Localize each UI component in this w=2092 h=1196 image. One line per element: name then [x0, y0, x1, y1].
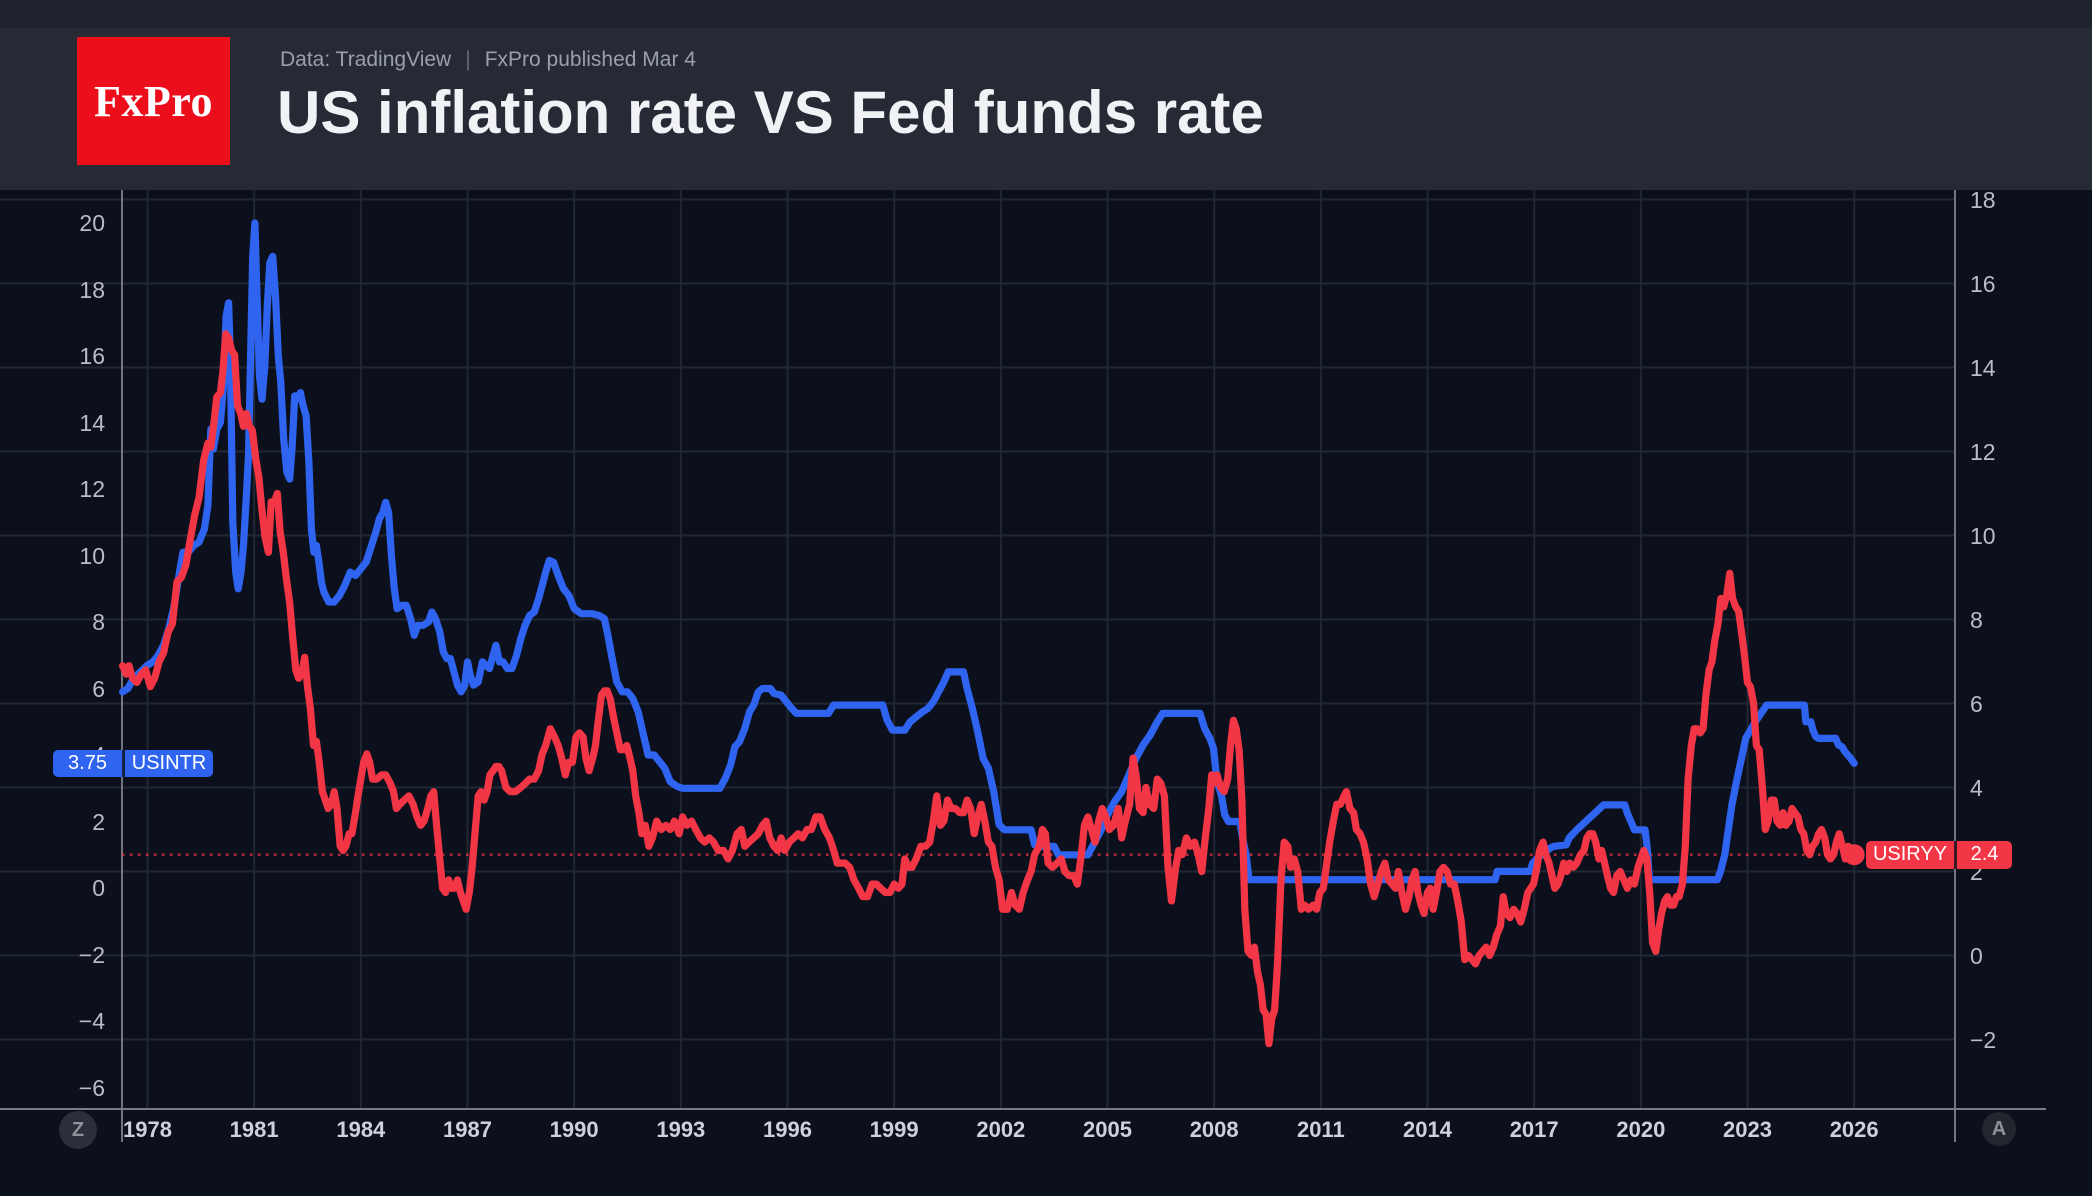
right-axis-tick-4: 4: [1970, 774, 1983, 801]
left-axis-tick-2: 2: [92, 808, 105, 835]
right-axis-tick-8: 8: [1970, 606, 1983, 633]
fxpro-logo[interactable]: FxPro: [77, 37, 230, 165]
x-axis-tick-1981: 1981: [229, 1117, 279, 1142]
usiryy-price-value: 2.4: [1970, 843, 1999, 866]
publisher-avatar-badge[interactable]: Z: [59, 1111, 97, 1149]
x-axis-tick-1990: 1990: [549, 1117, 599, 1142]
left-axis-tick-20: 20: [79, 210, 105, 236]
fxpro-logo-text: FxPro: [94, 76, 213, 126]
left-axis-tick-10: 10: [79, 542, 105, 569]
left-axis-tick-12: 12: [79, 476, 105, 502]
usiryy-last-price-marker: [1843, 844, 1865, 866]
x-axis-tick-1978: 1978: [123, 1117, 172, 1142]
x-axis-tick-2005: 2005: [1083, 1117, 1132, 1142]
x-axis-tick-1996: 1996: [763, 1117, 812, 1142]
right-axis-tick--2: −2: [1970, 1026, 1997, 1053]
left-axis-tick--2: −2: [78, 941, 105, 968]
chart-source-line: Data: TradingView | FxPro published Mar 4: [280, 48, 696, 72]
x-axis-tick-2002: 2002: [976, 1117, 1026, 1142]
x-axis-tick-1999: 1999: [869, 1117, 919, 1142]
usintr-tag-divider: [122, 749, 125, 777]
x-axis-tick-2008: 2008: [1189, 1117, 1239, 1142]
right-axis-tick-6: 6: [1970, 690, 1983, 717]
right-axis-tick-14: 14: [1970, 354, 1996, 381]
x-axis-tick-1993: 1993: [656, 1117, 706, 1142]
usiryy-price-tag[interactable]: USIRYY 2.4: [1866, 840, 2012, 869]
data-source-text: Data: TradingView: [280, 48, 452, 71]
x-axis-tick-2026: 2026: [1829, 1117, 1879, 1142]
usintr-price-tag[interactable]: 3.75 USINTR: [53, 749, 213, 777]
page-title: US inflation rate VS Fed funds rate: [277, 79, 1264, 146]
x-axis-tick-2023: 2023: [1723, 1117, 1772, 1142]
auto-scale-badge[interactable]: A: [1982, 1112, 2016, 1146]
x-axis-tick-2014: 2014: [1403, 1117, 1452, 1142]
left-axis-tick--6: −6: [78, 1074, 105, 1101]
usintr-line[interactable]: [118, 219, 1858, 884]
usintr-series-name: USINTR: [131, 751, 207, 774]
subtitle-separator: |: [465, 48, 471, 71]
left-axis-tick--4: −4: [78, 1008, 105, 1034]
right-axis-tick-18: 18: [1970, 186, 1996, 213]
usiryy-line[interactable]: [118, 330, 1858, 1048]
x-axis-tick-1987: 1987: [443, 1117, 492, 1142]
right-axis-tick-0: 0: [1970, 942, 1983, 969]
right-axis-tick-10: 10: [1970, 522, 1996, 549]
usintr-price-value: 3.75: [68, 751, 107, 774]
left-axis-tick-0: 0: [92, 875, 105, 901]
left-axis-tick-16: 16: [79, 343, 105, 369]
left-axis-tick-6: 6: [92, 675, 105, 702]
x-axis-tick-2011: 2011: [1296, 1117, 1345, 1142]
x-axis-tick-2017: 2017: [1509, 1117, 1559, 1142]
usiryy-tag-divider: [1954, 840, 1957, 869]
published-text: FxPro published Mar 4: [484, 48, 696, 71]
left-axis-tick-8: 8: [92, 609, 105, 635]
header-top-strip: [0, 0, 2092, 28]
right-axis-tick-12: 12: [1970, 438, 1996, 465]
header-bar: FxPro Data: TradingView | FxPro published …: [0, 0, 2092, 190]
right-axis-tick-16: 16: [1970, 270, 1996, 297]
left-axis-tick-18: 18: [79, 276, 105, 303]
left-axis-tick-14: 14: [79, 409, 105, 436]
usiryy-series-name: USIRYY: [1872, 843, 1948, 866]
x-axis-tick-1984: 1984: [336, 1117, 386, 1142]
x-axis-tick-2020: 2020: [1616, 1117, 1666, 1142]
